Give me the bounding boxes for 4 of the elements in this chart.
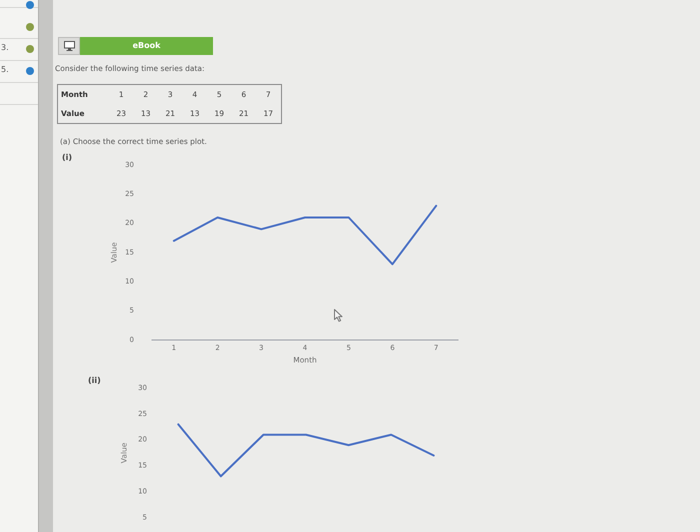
- text: (i): [62, 153, 72, 162]
- chart-title: (ii): [88, 376, 101, 385]
- text: 5.: [1, 65, 9, 74]
- text: 3.: [1, 43, 9, 52]
